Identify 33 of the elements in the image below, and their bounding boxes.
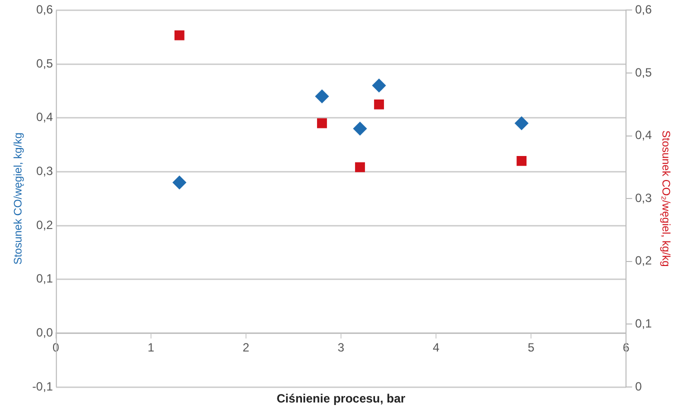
point xyxy=(355,162,365,172)
y2-tick-label: 0,2 xyxy=(635,254,652,268)
y-tick-label: 0,0 xyxy=(36,325,54,340)
y2-tick-label: 0,3 xyxy=(635,190,652,205)
point xyxy=(314,89,329,104)
x-tick-label: 3 xyxy=(338,340,345,355)
x-tick-label: 2 xyxy=(242,340,250,355)
point xyxy=(516,156,527,166)
point xyxy=(374,99,384,110)
point xyxy=(172,175,186,190)
point xyxy=(174,30,184,40)
y-tick-label: 0,2 xyxy=(36,218,54,232)
y2-tick-label: 0,1 xyxy=(635,316,652,331)
y-tick-label: 0,5 xyxy=(36,56,54,70)
y-axis-title: Stosunek CO/węgiel, kg/kg xyxy=(12,132,25,265)
y2-tick-label: 0 xyxy=(635,379,642,394)
x-tick-label: 4 xyxy=(432,340,440,355)
x-tick-label: 5 xyxy=(528,340,535,355)
y-tick-label: 0,6 xyxy=(36,2,54,17)
point xyxy=(372,78,386,93)
y-tick-label: 0,3 xyxy=(36,164,54,178)
point xyxy=(317,118,327,128)
y-tick-label: 0,1 xyxy=(36,272,54,286)
point xyxy=(353,122,368,136)
y2-tick-label: 0,4 xyxy=(635,128,652,142)
y-tick-label: -0,1 xyxy=(32,379,54,394)
x-tick-label: 1 xyxy=(148,340,155,355)
y2-tick-label: 0,6 xyxy=(635,2,652,17)
y-tick-label: 0,4 xyxy=(36,110,54,124)
y2-axis-title: Stosunek CO₂/węgiel, kg/kg xyxy=(659,130,672,267)
y2-tick-label: 0,5 xyxy=(635,65,652,80)
x-axis-title: Ciśnienie procesu, bar xyxy=(276,391,406,406)
point xyxy=(514,116,529,130)
